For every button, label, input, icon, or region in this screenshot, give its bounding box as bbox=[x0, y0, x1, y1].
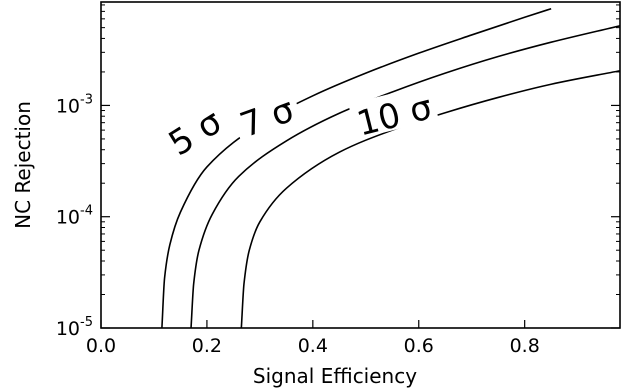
x-tick-label: 0.6 bbox=[404, 335, 434, 357]
contour-label-10-sigma: 10 σ bbox=[353, 87, 436, 144]
y-tick-label: 10-5 bbox=[56, 315, 93, 340]
contour-7-sigma bbox=[190, 24, 620, 328]
curves-layer bbox=[161, 7, 620, 328]
contour-5-sigma bbox=[161, 7, 552, 328]
contour-label-background bbox=[229, 85, 303, 142]
contour-10-sigma bbox=[240, 69, 620, 328]
contour-label-group: 5 σ bbox=[156, 96, 231, 164]
x-tick-label: 0.2 bbox=[192, 335, 222, 357]
y-axis-label: NC Rejection bbox=[11, 101, 35, 229]
contour-label-background bbox=[348, 83, 439, 140]
contour-label-group: 7 σ bbox=[229, 85, 303, 146]
ticks-layer: 0.0 0.2 0.4 0.6 0.8 10-5 10-4 10-3 bbox=[56, 4, 620, 357]
x-tick-label: 0.4 bbox=[298, 335, 328, 357]
contour-label-background bbox=[156, 96, 231, 162]
y-tick-label: 10-4 bbox=[56, 204, 93, 229]
y-tick-label: 10-3 bbox=[56, 92, 93, 117]
contour-label-group: 10 σ bbox=[348, 83, 439, 144]
x-tick-label: 0.8 bbox=[510, 335, 540, 357]
x-tick-label: 0.0 bbox=[86, 335, 116, 357]
plot-frame bbox=[100, 1, 621, 329]
x-axis-label: Signal Efficiency bbox=[253, 364, 417, 388]
